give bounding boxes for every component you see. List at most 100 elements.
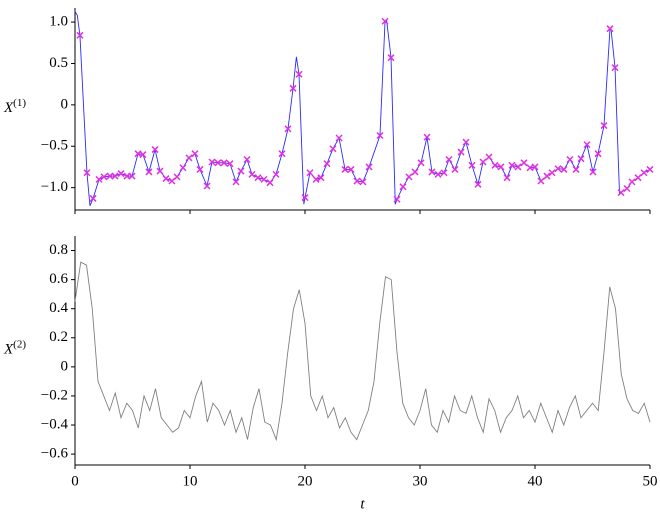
x-marker: [583, 141, 591, 149]
x-marker: [220, 159, 228, 167]
x-marker: [237, 167, 245, 175]
x-marker: [628, 178, 636, 186]
x-marker: [387, 54, 395, 62]
x-marker: [640, 169, 648, 177]
y-axis-label: X(2): [3, 338, 26, 358]
x-marker: [203, 182, 211, 190]
x-marker: [479, 158, 487, 166]
x-marker: [531, 163, 539, 171]
x-tick-label: 0: [71, 473, 79, 489]
y-tick-label: −0.5: [41, 138, 68, 154]
x-marker: [646, 165, 654, 173]
x-marker: [503, 174, 511, 182]
y-tick-label: 1.0: [49, 14, 68, 30]
x-marker: [353, 177, 361, 185]
x-marker: [117, 170, 125, 178]
x-tick-label: 50: [643, 473, 658, 489]
x-marker: [243, 155, 251, 164]
x-marker: [508, 161, 516, 169]
x-marker: [491, 161, 499, 169]
x-marker: [89, 194, 97, 202]
x-marker: [393, 195, 401, 203]
x-marker: [196, 165, 204, 173]
x-marker: [611, 64, 619, 72]
x-marker: [451, 165, 459, 173]
x-marker: [554, 165, 562, 173]
x-marker: [376, 131, 384, 140]
x-marker: [617, 189, 625, 197]
x-marker: [514, 163, 522, 171]
x-marker: [179, 164, 187, 172]
x-marker: [405, 173, 413, 181]
x-marker: [173, 173, 181, 181]
x-marker: [548, 169, 556, 177]
x-tick-label: 10: [183, 473, 198, 489]
x-marker: [572, 165, 580, 173]
x-marker: [232, 178, 240, 186]
x-marker: [462, 138, 470, 146]
x-marker: [139, 151, 147, 159]
x-marker: [411, 168, 419, 176]
x-marker: [289, 84, 297, 92]
x-marker: [623, 184, 631, 193]
x-marker: [128, 172, 136, 180]
x-marker: [560, 165, 568, 173]
x-marker: [284, 125, 292, 133]
y-tick-label: −1.0: [41, 179, 68, 195]
x-marker: [537, 177, 545, 185]
x-marker: [145, 168, 153, 176]
x-marker: [445, 155, 453, 164]
x-marker: [335, 134, 343, 142]
x-marker: [83, 169, 91, 177]
x-marker: [185, 154, 193, 162]
x-marker: [440, 169, 448, 177]
x-marker: [606, 25, 614, 33]
x-marker: [312, 175, 320, 183]
y-axis-label: X(1): [3, 97, 26, 117]
data-line: [74, 11, 651, 207]
y-tick-label: 0.8: [49, 242, 68, 258]
y-axis-label-sup: (1): [13, 97, 26, 109]
x-marker: [295, 70, 303, 78]
y-tick-label: −0.4: [41, 416, 69, 432]
x-marker: [543, 172, 551, 180]
x-marker: [577, 155, 585, 163]
x-marker: [381, 17, 389, 25]
x-marker: [497, 163, 505, 171]
x-marker: [272, 170, 280, 178]
y-tick-label: −0.2: [41, 387, 68, 403]
x-marker: [100, 173, 108, 181]
y-tick-label: −0.6: [41, 446, 69, 462]
x-marker: [359, 178, 367, 186]
x-marker: [260, 175, 268, 183]
x-marker: [323, 160, 331, 168]
y-tick-label: 0: [61, 358, 69, 374]
x-marker: [589, 168, 597, 176]
x-marker: [600, 122, 608, 130]
x-marker: [485, 153, 493, 161]
y-tick-label: 0.5: [49, 55, 68, 71]
x-tick-label: 30: [413, 473, 428, 489]
x-marker: [594, 150, 602, 158]
x-marker: [156, 167, 164, 175]
x-marker: [191, 150, 199, 158]
x-marker: [468, 161, 476, 169]
x-marker: [474, 180, 482, 188]
x-marker: [306, 169, 314, 177]
y-tick-label: 0.6: [49, 271, 68, 287]
x-marker: [417, 159, 425, 167]
x-marker: [634, 174, 642, 182]
x-marker: [162, 175, 170, 183]
x-marker: [76, 31, 84, 39]
x-marker: [254, 174, 262, 182]
x-marker: [520, 159, 528, 167]
x-marker: [457, 148, 465, 156]
x-marker: [329, 145, 337, 153]
y-axis-label-base: X: [3, 100, 14, 116]
x-marker: [317, 174, 325, 182]
x-axis-label: t: [360, 496, 365, 512]
x-marker: [151, 146, 159, 154]
x-marker: [434, 170, 442, 178]
x-marker: [428, 168, 436, 176]
